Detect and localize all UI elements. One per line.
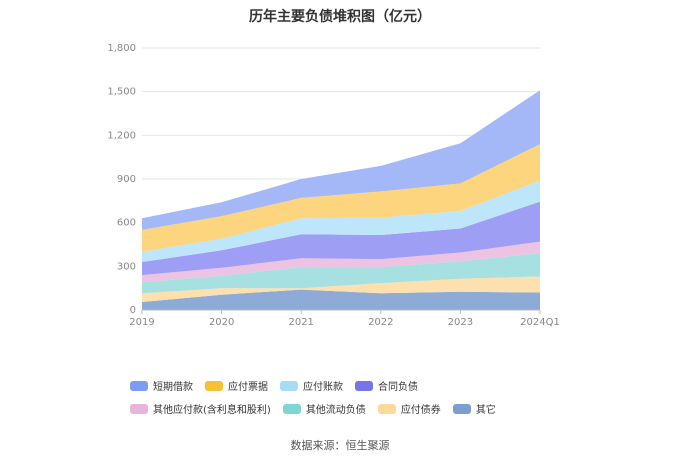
legend-label: 应付账款 xyxy=(303,382,343,393)
legend-swatch xyxy=(282,403,301,414)
legend-label: 其他流动负债 xyxy=(305,405,366,416)
y-tick-label: 1,200 xyxy=(107,130,136,141)
area-应付票据 xyxy=(142,144,540,252)
source-note: 数据来源：恒生聚源 xyxy=(290,439,390,452)
x-tick-label: 2021 xyxy=(288,317,313,328)
x-tick-label: 2019 xyxy=(129,317,154,328)
area-短期借款 xyxy=(142,90,540,230)
y-tick-label: 300 xyxy=(117,261,136,272)
area-其他流动负债 xyxy=(142,253,540,294)
area-其他应付款(含利息和股利) xyxy=(142,241,540,283)
x-tick-label: 2022 xyxy=(368,317,393,328)
legend-swatch xyxy=(355,380,373,391)
y-tick-label: 1,500 xyxy=(107,87,136,98)
y-tick-label: 900 xyxy=(117,174,136,185)
legend-item[interactable]: 应付债券 xyxy=(377,401,441,416)
legend-swatch xyxy=(377,403,396,414)
legend-item[interactable]: 其他应付款(含利息和股利) xyxy=(130,401,271,416)
area-合同负债 xyxy=(142,201,540,276)
y-tick-label: 600 xyxy=(117,218,136,229)
x-tick-label: 2020 xyxy=(209,317,234,328)
chart-title: 历年主要负债堆积图（亿元） xyxy=(249,9,431,25)
legend-label: 应付票据 xyxy=(228,382,268,393)
legend-item[interactable]: 应付票据 xyxy=(205,378,268,393)
legend-swatch xyxy=(130,380,148,391)
legend-label: 短期借款 xyxy=(153,382,193,393)
legend-item[interactable]: 短期借款 xyxy=(130,378,193,393)
legend: 短期借款 应付票据 应付账款 合同负债其他应付款(含利息和股利) 其他流动负债 应付债券 其… xyxy=(130,378,570,424)
legend-item[interactable]: 应付账款 xyxy=(280,378,343,393)
area-series xyxy=(142,90,540,310)
legend-item[interactable]: 合同负债 xyxy=(355,378,418,393)
legend-swatch xyxy=(280,380,298,391)
legend-swatch xyxy=(130,403,148,414)
legend-item[interactable]: 其它 xyxy=(452,401,496,416)
legend-label: 合同负债 xyxy=(378,382,418,393)
x-tick-label: 2024Q1 xyxy=(520,317,560,328)
y-tick-label: 0 xyxy=(130,305,136,316)
legend-label: 其他应付款(含利息和股利) xyxy=(153,405,271,416)
legend-item[interactable]: 其他流动负债 xyxy=(282,401,366,416)
area-其它 xyxy=(142,289,540,310)
y-tick-label: 1,800 xyxy=(107,43,136,54)
legend-label: 其它 xyxy=(475,405,496,416)
x-tick-label: 2023 xyxy=(448,317,473,328)
area-应付债券 xyxy=(142,276,540,302)
axes: 0 300 600 900 1,200 1,500 1,800 2019 2020 2021 202… xyxy=(107,43,559,328)
legend-swatch xyxy=(205,380,223,391)
area-应付账款 xyxy=(142,180,540,262)
legend-label: 应付债券 xyxy=(400,405,441,416)
legend-swatch xyxy=(452,403,471,414)
